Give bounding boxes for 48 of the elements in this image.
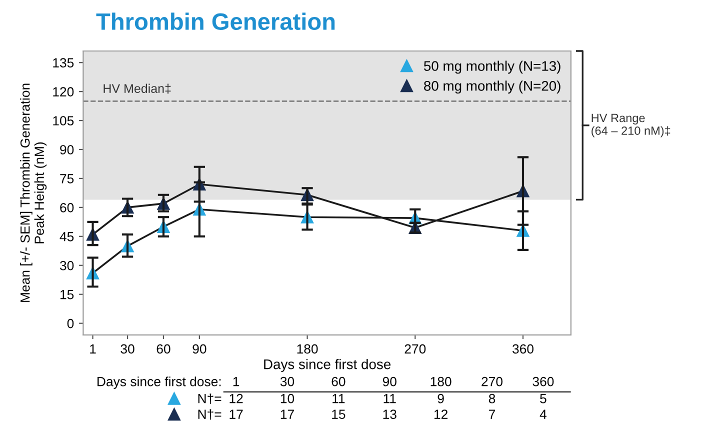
text: 11	[384, 394, 396, 404]
x-tick-label: 270	[404, 344, 426, 354]
y-tick-label: 0	[67, 318, 74, 328]
band-label: HV Range (64 – 210 nM)‡	[592, 114, 670, 138]
text: 17	[280, 410, 294, 419]
y-tick-label: 45	[60, 232, 74, 242]
x-tick-label: 360	[512, 344, 534, 354]
text: N†=	[198, 394, 222, 404]
text: 10	[280, 394, 294, 404]
text: 1	[233, 377, 240, 386]
y-tick-label: 120	[53, 87, 74, 96]
x-tick-label: 30	[120, 344, 134, 354]
x-tick-label: 90	[192, 344, 206, 354]
text: 5	[540, 394, 546, 404]
text: 180	[430, 376, 452, 386]
y-axis-title: Mean [+/- SEM] Thrombin Generation Peak Height (nM)	[20, 84, 47, 302]
text: 12	[230, 394, 243, 404]
text: 9	[438, 394, 444, 404]
text: 13	[383, 410, 396, 419]
text: 4	[540, 410, 546, 419]
legend-label: 80 mg monthly (N=20)	[424, 80, 560, 94]
x-axis-title: Days since first dose	[264, 359, 391, 372]
y-tick-label: 90	[60, 145, 74, 154]
text: 90	[382, 376, 396, 386]
text: 7	[489, 410, 496, 419]
text: 8	[488, 394, 496, 404]
y-tick-label: 15	[60, 290, 74, 300]
text: Days since first dose:	[98, 376, 221, 389]
chart-title: Thrombin Generation	[96, 12, 335, 30]
text: 11	[332, 394, 345, 404]
text: 360	[532, 376, 554, 386]
y-tick-label: 30	[60, 260, 74, 270]
text: N†=	[198, 409, 222, 420]
text: 270	[482, 376, 503, 386]
x-tick-label: 60	[156, 344, 170, 354]
text: 30	[280, 376, 294, 386]
text: 17	[230, 410, 243, 419]
text: 12	[434, 410, 448, 419]
text: 15	[332, 410, 346, 419]
legend-label: 50 mg monthly (N=13)	[424, 60, 560, 74]
text: 60	[332, 376, 346, 386]
y-tick-label: 135	[53, 58, 74, 68]
y-tick-label: 105	[53, 116, 74, 126]
y-tick-label: 75	[60, 174, 74, 184]
x-tick-label: 1	[90, 344, 96, 354]
y-tick-label: 60	[60, 203, 74, 212]
ref-line-label: HV Median‡	[104, 84, 171, 94]
x-tick-label: 180	[297, 344, 318, 354]
